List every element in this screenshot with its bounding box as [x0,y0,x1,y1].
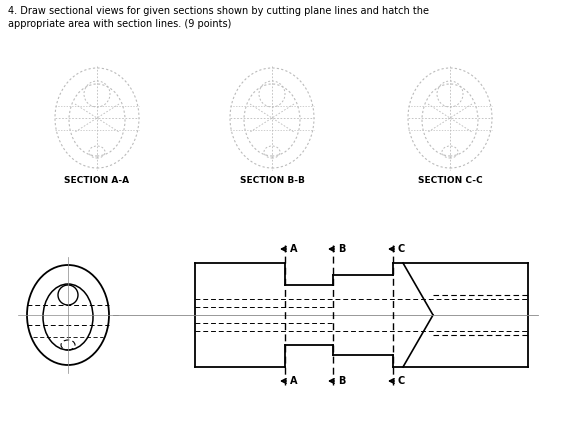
Text: A: A [290,244,297,254]
Text: B: B [338,376,345,386]
Text: A: A [290,376,297,386]
Text: SECTION A-A: SECTION A-A [64,176,130,185]
Text: B: B [338,244,345,254]
Text: C: C [398,376,405,386]
Text: 4. Draw sectional views for given sections shown by cutting plane lines and hatc: 4. Draw sectional views for given sectio… [8,6,429,29]
Text: C: C [398,244,405,254]
Text: SECTION C-C: SECTION C-C [418,176,482,185]
Text: SECTION B-B: SECTION B-B [239,176,304,185]
